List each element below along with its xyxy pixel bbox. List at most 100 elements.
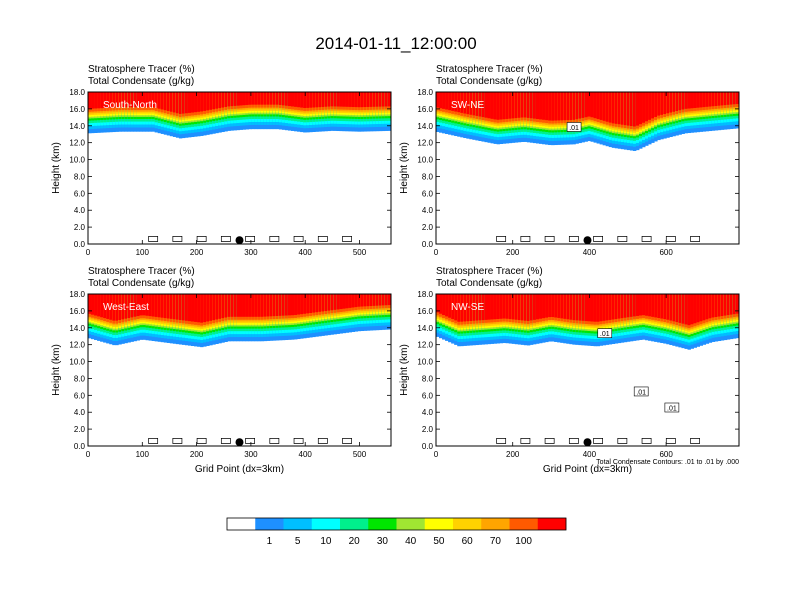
x-tick-label: 500 bbox=[353, 450, 367, 459]
tracer-cell bbox=[566, 92, 570, 121]
condensate-contour bbox=[317, 438, 328, 444]
tracer-cell bbox=[575, 294, 579, 321]
tracer-cell bbox=[457, 294, 461, 322]
tracer-cell bbox=[466, 294, 470, 322]
tracer-cell bbox=[136, 294, 140, 317]
colorbar-label: 1 bbox=[267, 536, 273, 547]
tracer-cell bbox=[315, 92, 319, 108]
panel-header-condensate: Total Condensate (g/kg) bbox=[436, 278, 542, 289]
figure-title: 2014-01-11_12:00:00 bbox=[315, 34, 476, 53]
tracer-cell bbox=[539, 92, 543, 120]
y-tick-label: 14.0 bbox=[69, 122, 85, 131]
tracer-cell bbox=[505, 294, 510, 319]
panel-label: West-East bbox=[103, 302, 149, 313]
tracer-cell bbox=[209, 92, 213, 110]
tracer-cell bbox=[330, 294, 334, 311]
tracer-cell bbox=[157, 92, 162, 109]
tracer-cell bbox=[687, 92, 691, 109]
tracer-cell bbox=[384, 92, 389, 107]
tracer-cell bbox=[278, 92, 283, 105]
tracer-cell bbox=[517, 294, 522, 321]
tracer-cell bbox=[614, 294, 619, 320]
tracer-cell bbox=[723, 92, 728, 106]
y-tick-label: 16.0 bbox=[69, 307, 85, 316]
x-tick-label: 100 bbox=[136, 248, 150, 257]
panel-header-condensate: Total Condensate (g/kg) bbox=[436, 76, 542, 87]
tracer-cell bbox=[596, 294, 601, 322]
y-tick-label: 18.0 bbox=[417, 290, 433, 299]
tracer-field bbox=[436, 294, 740, 350]
tracer-cell bbox=[136, 92, 140, 108]
tracer-cell bbox=[657, 294, 661, 318]
tracer-cell bbox=[620, 92, 625, 125]
tracer-cell bbox=[693, 92, 697, 108]
tracer-cell bbox=[487, 294, 491, 320]
tracer-cell bbox=[321, 294, 325, 312]
tracer-cell bbox=[339, 294, 343, 310]
tracer-cell bbox=[203, 294, 207, 323]
tracer-cell bbox=[381, 92, 386, 107]
tracer-cell bbox=[263, 294, 268, 317]
tracer-cell bbox=[163, 92, 168, 111]
tracer-cell bbox=[230, 92, 234, 107]
condensate-contour bbox=[220, 438, 231, 444]
tracer-cell bbox=[684, 92, 688, 109]
tracer-cell bbox=[315, 294, 319, 313]
tracer-cell bbox=[508, 92, 513, 119]
tracer-cell bbox=[523, 294, 528, 321]
tracer-cell bbox=[378, 92, 383, 107]
tracer-cell bbox=[272, 294, 277, 317]
tracer-cell bbox=[542, 92, 546, 120]
tracer-cell bbox=[666, 294, 670, 320]
tracer-cell bbox=[732, 92, 737, 105]
tracer-cell bbox=[360, 92, 365, 108]
tracer-cell bbox=[281, 92, 286, 106]
tracer-cell bbox=[284, 294, 289, 316]
tracer-cell bbox=[375, 294, 380, 306]
tracer-cell bbox=[272, 92, 277, 105]
tracer-cell bbox=[442, 294, 446, 316]
tracer-cell bbox=[699, 294, 704, 322]
y-tick-label: 4.0 bbox=[422, 408, 434, 417]
tracer-cell bbox=[590, 92, 594, 118]
condensate-contour bbox=[172, 438, 183, 444]
tracer-cell bbox=[557, 294, 561, 318]
tracer-cell bbox=[163, 294, 168, 319]
tracer-cell bbox=[563, 294, 567, 319]
tracer-cell bbox=[499, 294, 504, 319]
tracer-cell bbox=[681, 92, 685, 110]
y-tick-label: 12.0 bbox=[417, 341, 433, 350]
tracer-cell bbox=[354, 92, 359, 108]
tracer-cell bbox=[663, 92, 667, 115]
tracer-cell bbox=[605, 92, 610, 122]
tracer-cell bbox=[520, 92, 525, 118]
tracer-cell bbox=[94, 294, 98, 316]
tracer-cell bbox=[584, 92, 588, 118]
tracer-cell bbox=[327, 92, 331, 107]
tracer-cell bbox=[602, 92, 607, 121]
tracer-cell bbox=[635, 92, 640, 126]
x-tick-label: 200 bbox=[506, 450, 520, 459]
tracer-cell bbox=[645, 92, 649, 122]
tracer-cell bbox=[529, 294, 534, 321]
tracer-cell bbox=[626, 294, 631, 318]
tracer-cell bbox=[526, 294, 531, 321]
tracer-cell bbox=[248, 92, 253, 105]
tracer-cell bbox=[197, 92, 201, 112]
tracer-cell bbox=[466, 92, 470, 115]
contour-label: .01 bbox=[636, 389, 646, 396]
tracer-cell bbox=[115, 294, 119, 321]
tracer-cell bbox=[381, 294, 386, 306]
tracer-cell bbox=[729, 92, 734, 105]
tracer-cell bbox=[145, 92, 149, 108]
tracer-cell bbox=[191, 294, 195, 322]
tracer-cell bbox=[472, 294, 476, 321]
tracer-cell bbox=[651, 294, 655, 317]
tracer-cell bbox=[581, 92, 585, 118]
tracer-cell bbox=[696, 92, 701, 108]
condensate-contour bbox=[544, 438, 555, 444]
tracer-cell bbox=[560, 92, 564, 121]
tracer-cell bbox=[187, 92, 192, 113]
condensate-contour bbox=[148, 438, 159, 444]
tracer-cell bbox=[245, 92, 249, 105]
